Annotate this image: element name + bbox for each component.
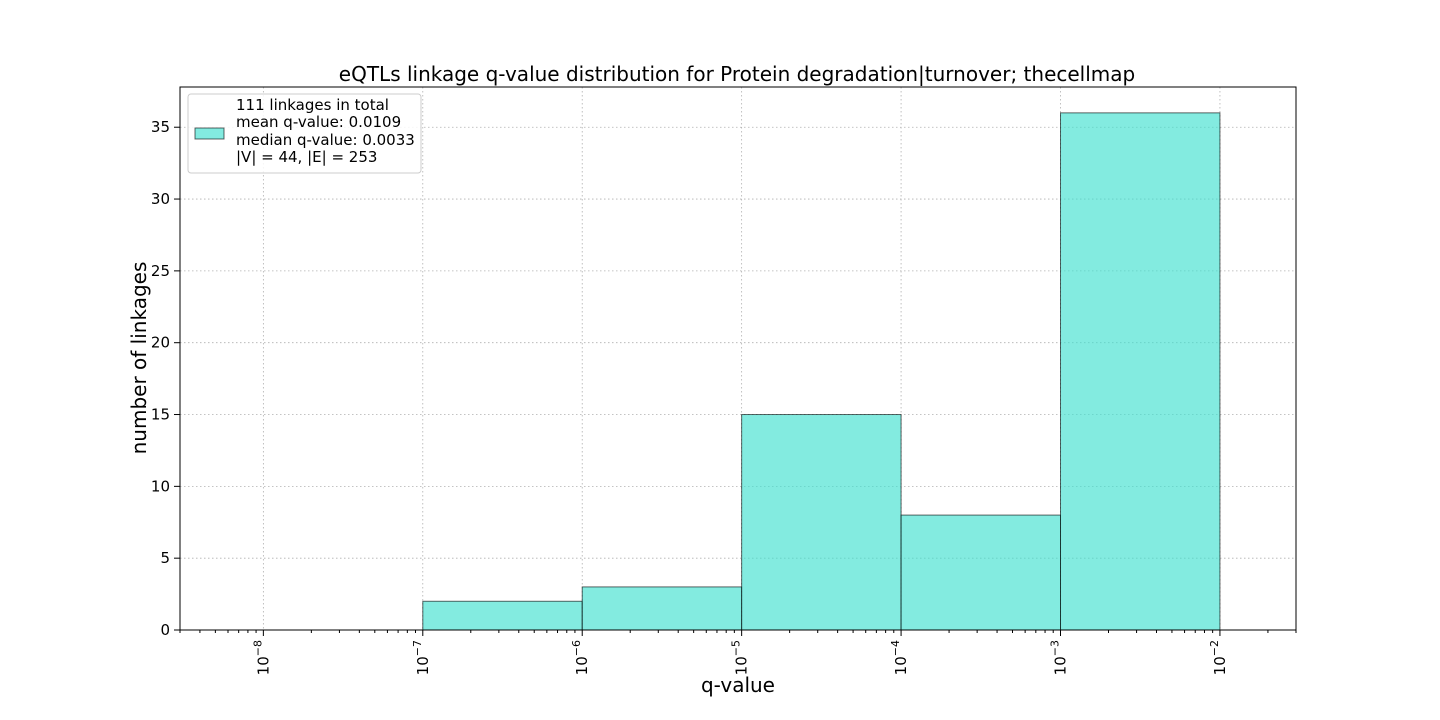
histogram-bars (422, 112, 1221, 631)
legend: 111 linkages in total mean q-value: 0.01… (187, 93, 422, 174)
histogram-bar (422, 600, 583, 631)
legend-swatch (194, 127, 225, 140)
legend-line: mean q-value: 0.0109 (236, 113, 401, 131)
y-tick-label: 20 (151, 334, 170, 352)
x-tick-label: 10−4 (889, 640, 910, 675)
histogram-bar (581, 586, 743, 631)
x-tick-label: 10−3 (1049, 640, 1070, 675)
y-axis-ticks: 0 5 10 15 20 25 30 35 (151, 118, 180, 639)
legend-line: |V| = 44, |E| = 253 (236, 148, 377, 166)
x-tick-label: 10−7 (411, 640, 432, 675)
x-tick-label: 10−5 (730, 640, 751, 675)
x-axis-ticks: 10−8 10−7 10−6 10−5 10−4 10−3 10−2 (179, 630, 1297, 675)
x-axis-label: q-value (701, 673, 775, 697)
x-tick-label: 10−8 (251, 640, 272, 675)
x-tick-label: 10−2 (1208, 640, 1229, 675)
y-tick-label: 15 (151, 406, 170, 424)
legend-line: 111 linkages in total (236, 96, 389, 114)
y-tick-label: 0 (160, 621, 170, 639)
y-tick-label: 10 (151, 477, 170, 495)
histogram-bar (900, 514, 1062, 631)
plot-frame (179, 86, 1297, 631)
histogram-bar (1060, 112, 1221, 631)
histogram-bar (741, 414, 902, 631)
y-tick-label: 35 (151, 118, 170, 136)
legend-box (187, 93, 422, 174)
x-tick-label: 10−6 (570, 640, 591, 675)
y-tick-label: 5 (160, 549, 170, 567)
y-tick-label: 30 (151, 190, 170, 208)
y-axis-label: number of linkages (127, 262, 151, 455)
chart-title: eQTLs linkage q-value distribution for P… (339, 62, 1135, 86)
legend-line: median q-value: 0.0033 (236, 131, 415, 149)
y-tick-label: 25 (151, 262, 170, 280)
